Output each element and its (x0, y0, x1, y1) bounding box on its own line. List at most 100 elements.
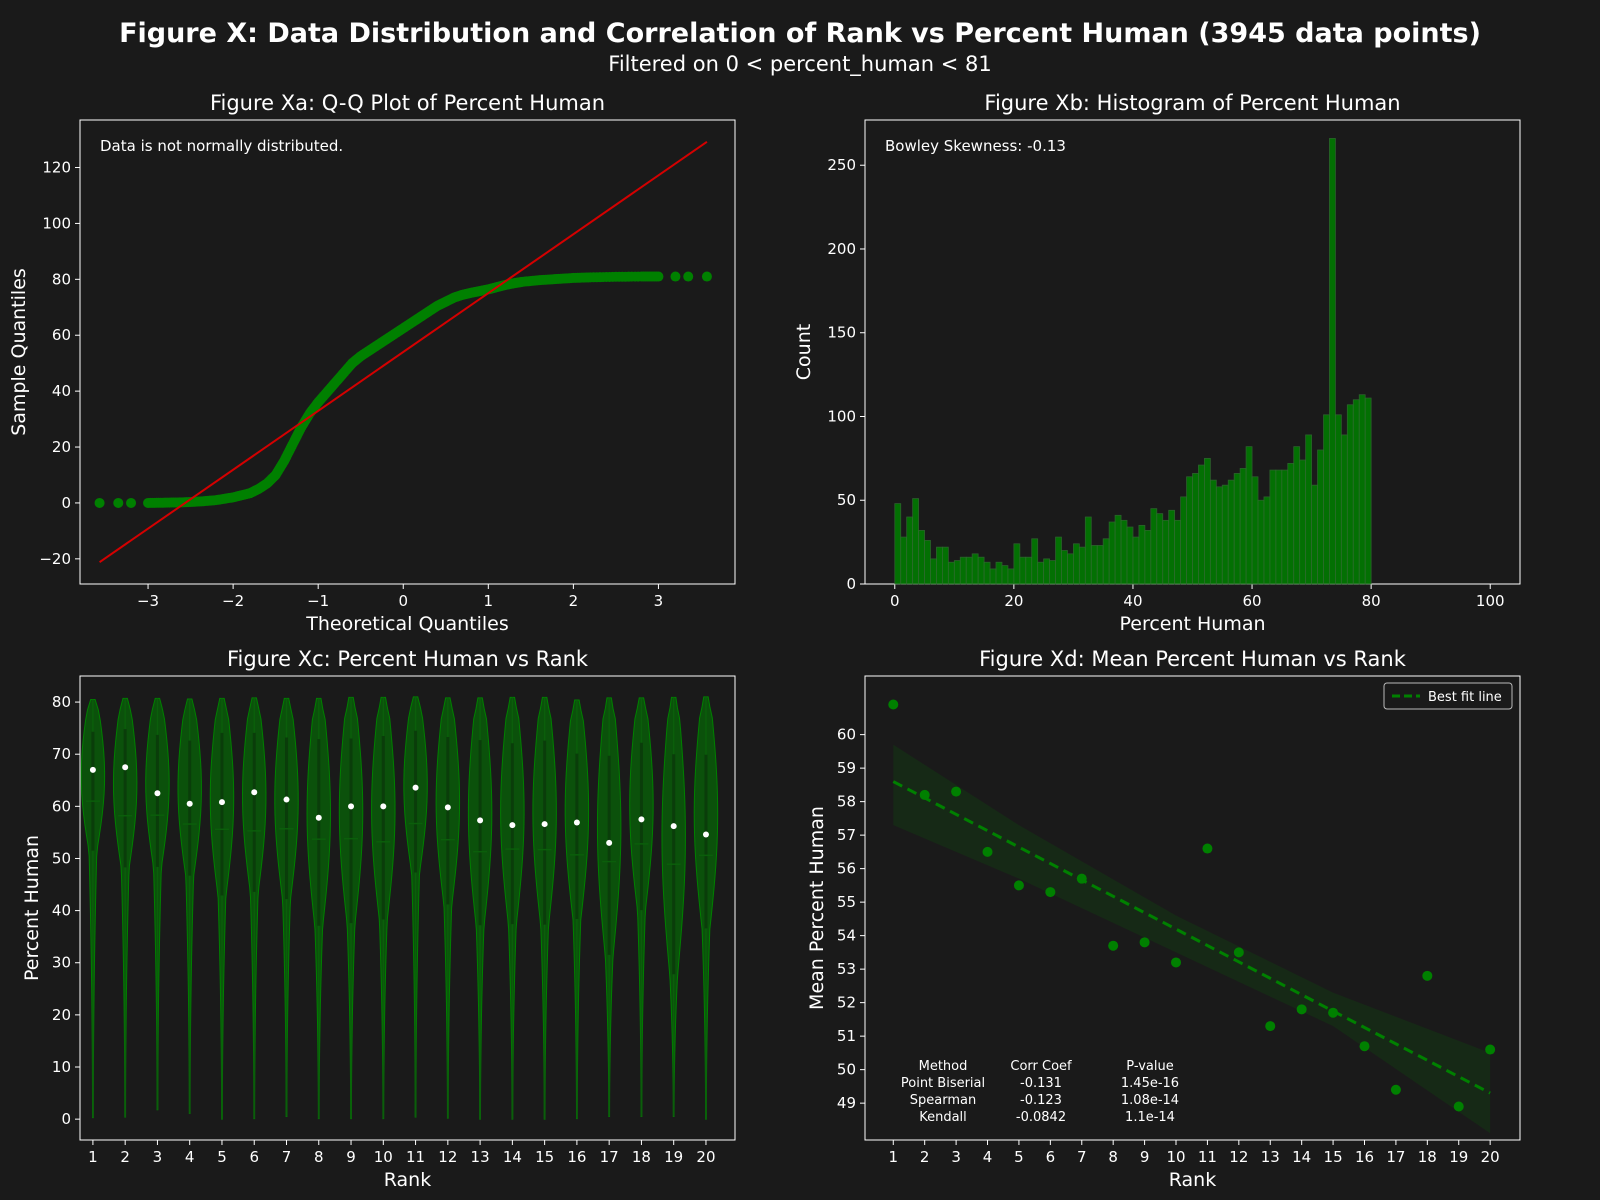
mean-ytick-label: 49 (837, 1094, 856, 1112)
violin-xtick-label: 6 (249, 1148, 259, 1166)
hist-bar (906, 516, 914, 585)
hist-bar (1364, 397, 1372, 585)
mean-xtick-label: 14 (1292, 1148, 1311, 1166)
violin-xtick-label: 11 (406, 1148, 425, 1166)
violin-mean-point (412, 784, 419, 791)
violin-ytick-label: 0 (61, 1110, 71, 1128)
mean-fit-line (892, 780, 1491, 1095)
violin-mean-point (348, 803, 355, 810)
table-cell: Spearman (910, 1093, 976, 1108)
mean-xtick-label: 1 (888, 1148, 898, 1166)
qq-point (683, 271, 694, 282)
hist-bar (1198, 464, 1205, 585)
hist-bar (1162, 519, 1170, 585)
qq-ytick-label: 100 (42, 214, 71, 232)
violin-panel: Figure Xc: Percent Human vs Rank Rank Perc… (21, 647, 736, 1191)
hist-bar (1358, 394, 1366, 585)
qq-xtick-label: −1 (307, 592, 329, 610)
table-header: Method (919, 1059, 968, 1074)
hist-bar (971, 553, 979, 585)
mean-title: Figure Xd: Mean Percent Human vs Rank (979, 647, 1407, 671)
hist-bar (1096, 545, 1104, 585)
hist-bar (1090, 545, 1098, 585)
hist-bar (1227, 479, 1235, 585)
qq-annotation: Data is not normally distributed. (100, 137, 343, 155)
table-cell: -0.0842 (1016, 1110, 1066, 1125)
mean-xtick-label: 9 (1140, 1148, 1150, 1166)
hist-bar (1150, 508, 1158, 585)
mean-point (1359, 1041, 1370, 1052)
mean-xtick-label: 2 (920, 1148, 930, 1166)
mean-point (1328, 1007, 1339, 1018)
violin-mean-point (154, 790, 161, 797)
hist-bar (1215, 486, 1223, 585)
mean-point (1076, 873, 1087, 884)
mean-ylabel: Mean Percent Human (806, 806, 828, 1010)
hist-bar (947, 561, 955, 585)
table-cell: 1.08e-14 (1121, 1093, 1179, 1108)
mean-ytick-label: 53 (837, 960, 856, 978)
qq-point (670, 271, 681, 282)
hist-panel: Figure Xb: Histogram of Percent Human Per… (793, 91, 1521, 635)
hist-bar (965, 556, 973, 585)
mean-ytick-label: 52 (837, 994, 856, 1012)
stats-table: Method Corr Coef P-value Point Biserial -0.1… (901, 1059, 1179, 1125)
hist-bar (1299, 459, 1307, 585)
hist-bar (1329, 138, 1336, 585)
mean-point (1108, 940, 1119, 951)
qq-point (653, 271, 664, 282)
hist-bar (1221, 484, 1229, 585)
hist-bar (1269, 469, 1277, 585)
mean-point (919, 789, 930, 800)
hist-xtick-label: 80 (1362, 592, 1381, 610)
violin-mean-point (251, 789, 258, 796)
hist-bar (1055, 536, 1062, 585)
mean-xtick-label: 4 (983, 1148, 993, 1166)
violin-xtick-label: 1 (88, 1148, 98, 1166)
hist-bar (1001, 565, 1009, 585)
violin-bodies (80, 696, 719, 1120)
hist-bar (1078, 546, 1086, 585)
mean-point (1265, 1021, 1276, 1032)
mean-point (982, 846, 993, 857)
violin-mean-point (477, 817, 484, 824)
hist-bar (1233, 473, 1241, 585)
mean-ytick-label: 50 (837, 1061, 856, 1079)
violin-xtick-label: 18 (632, 1148, 651, 1166)
table-cell: -0.131 (1020, 1076, 1062, 1091)
qq-point (113, 497, 124, 508)
mean-xtick-label: 7 (1077, 1148, 1087, 1166)
hist-bar (1114, 514, 1122, 585)
hist-bar (1293, 446, 1301, 585)
mean-xtick-label: 20 (1481, 1148, 1500, 1166)
hist-bar (983, 561, 991, 585)
hist-bar (1061, 550, 1068, 585)
mean-point (1390, 1084, 1401, 1095)
violin-xtick-label: 9 (346, 1148, 356, 1166)
violin-title: Figure Xc: Percent Human vs Rank (227, 647, 589, 671)
hist-bar (930, 558, 937, 585)
violin-axes-frame (79, 675, 736, 1141)
hist-xlabel: Percent Human (1119, 613, 1265, 635)
mean-point (1485, 1044, 1496, 1055)
mean-ytick-label: 55 (837, 893, 856, 911)
mean-point (951, 786, 962, 797)
qq-xtick-label: −3 (137, 592, 159, 610)
qq-ytick-label: −20 (39, 550, 71, 568)
violin-xtick-label: 2 (120, 1148, 130, 1166)
violin-xtick-label: 17 (600, 1148, 619, 1166)
qq-ytick-label: 120 (42, 159, 71, 177)
hist-bar (942, 546, 949, 585)
hist-bar (977, 556, 985, 585)
hist-ytick-label: 150 (827, 324, 856, 342)
violin-xtick-label: 5 (217, 1148, 227, 1166)
violin-mean-point (670, 823, 677, 830)
mean-xtick-label: 18 (1418, 1148, 1437, 1166)
table-cell: Kendall (919, 1110, 967, 1125)
mean-xtick-label: 16 (1355, 1148, 1374, 1166)
hist-bar (1120, 519, 1128, 585)
qq-ytick-label: 0 (61, 494, 71, 512)
violin-xtick-label: 14 (503, 1148, 522, 1166)
qq-xtick-label: −2 (222, 592, 244, 610)
mean-xtick-label: 11 (1198, 1148, 1217, 1166)
